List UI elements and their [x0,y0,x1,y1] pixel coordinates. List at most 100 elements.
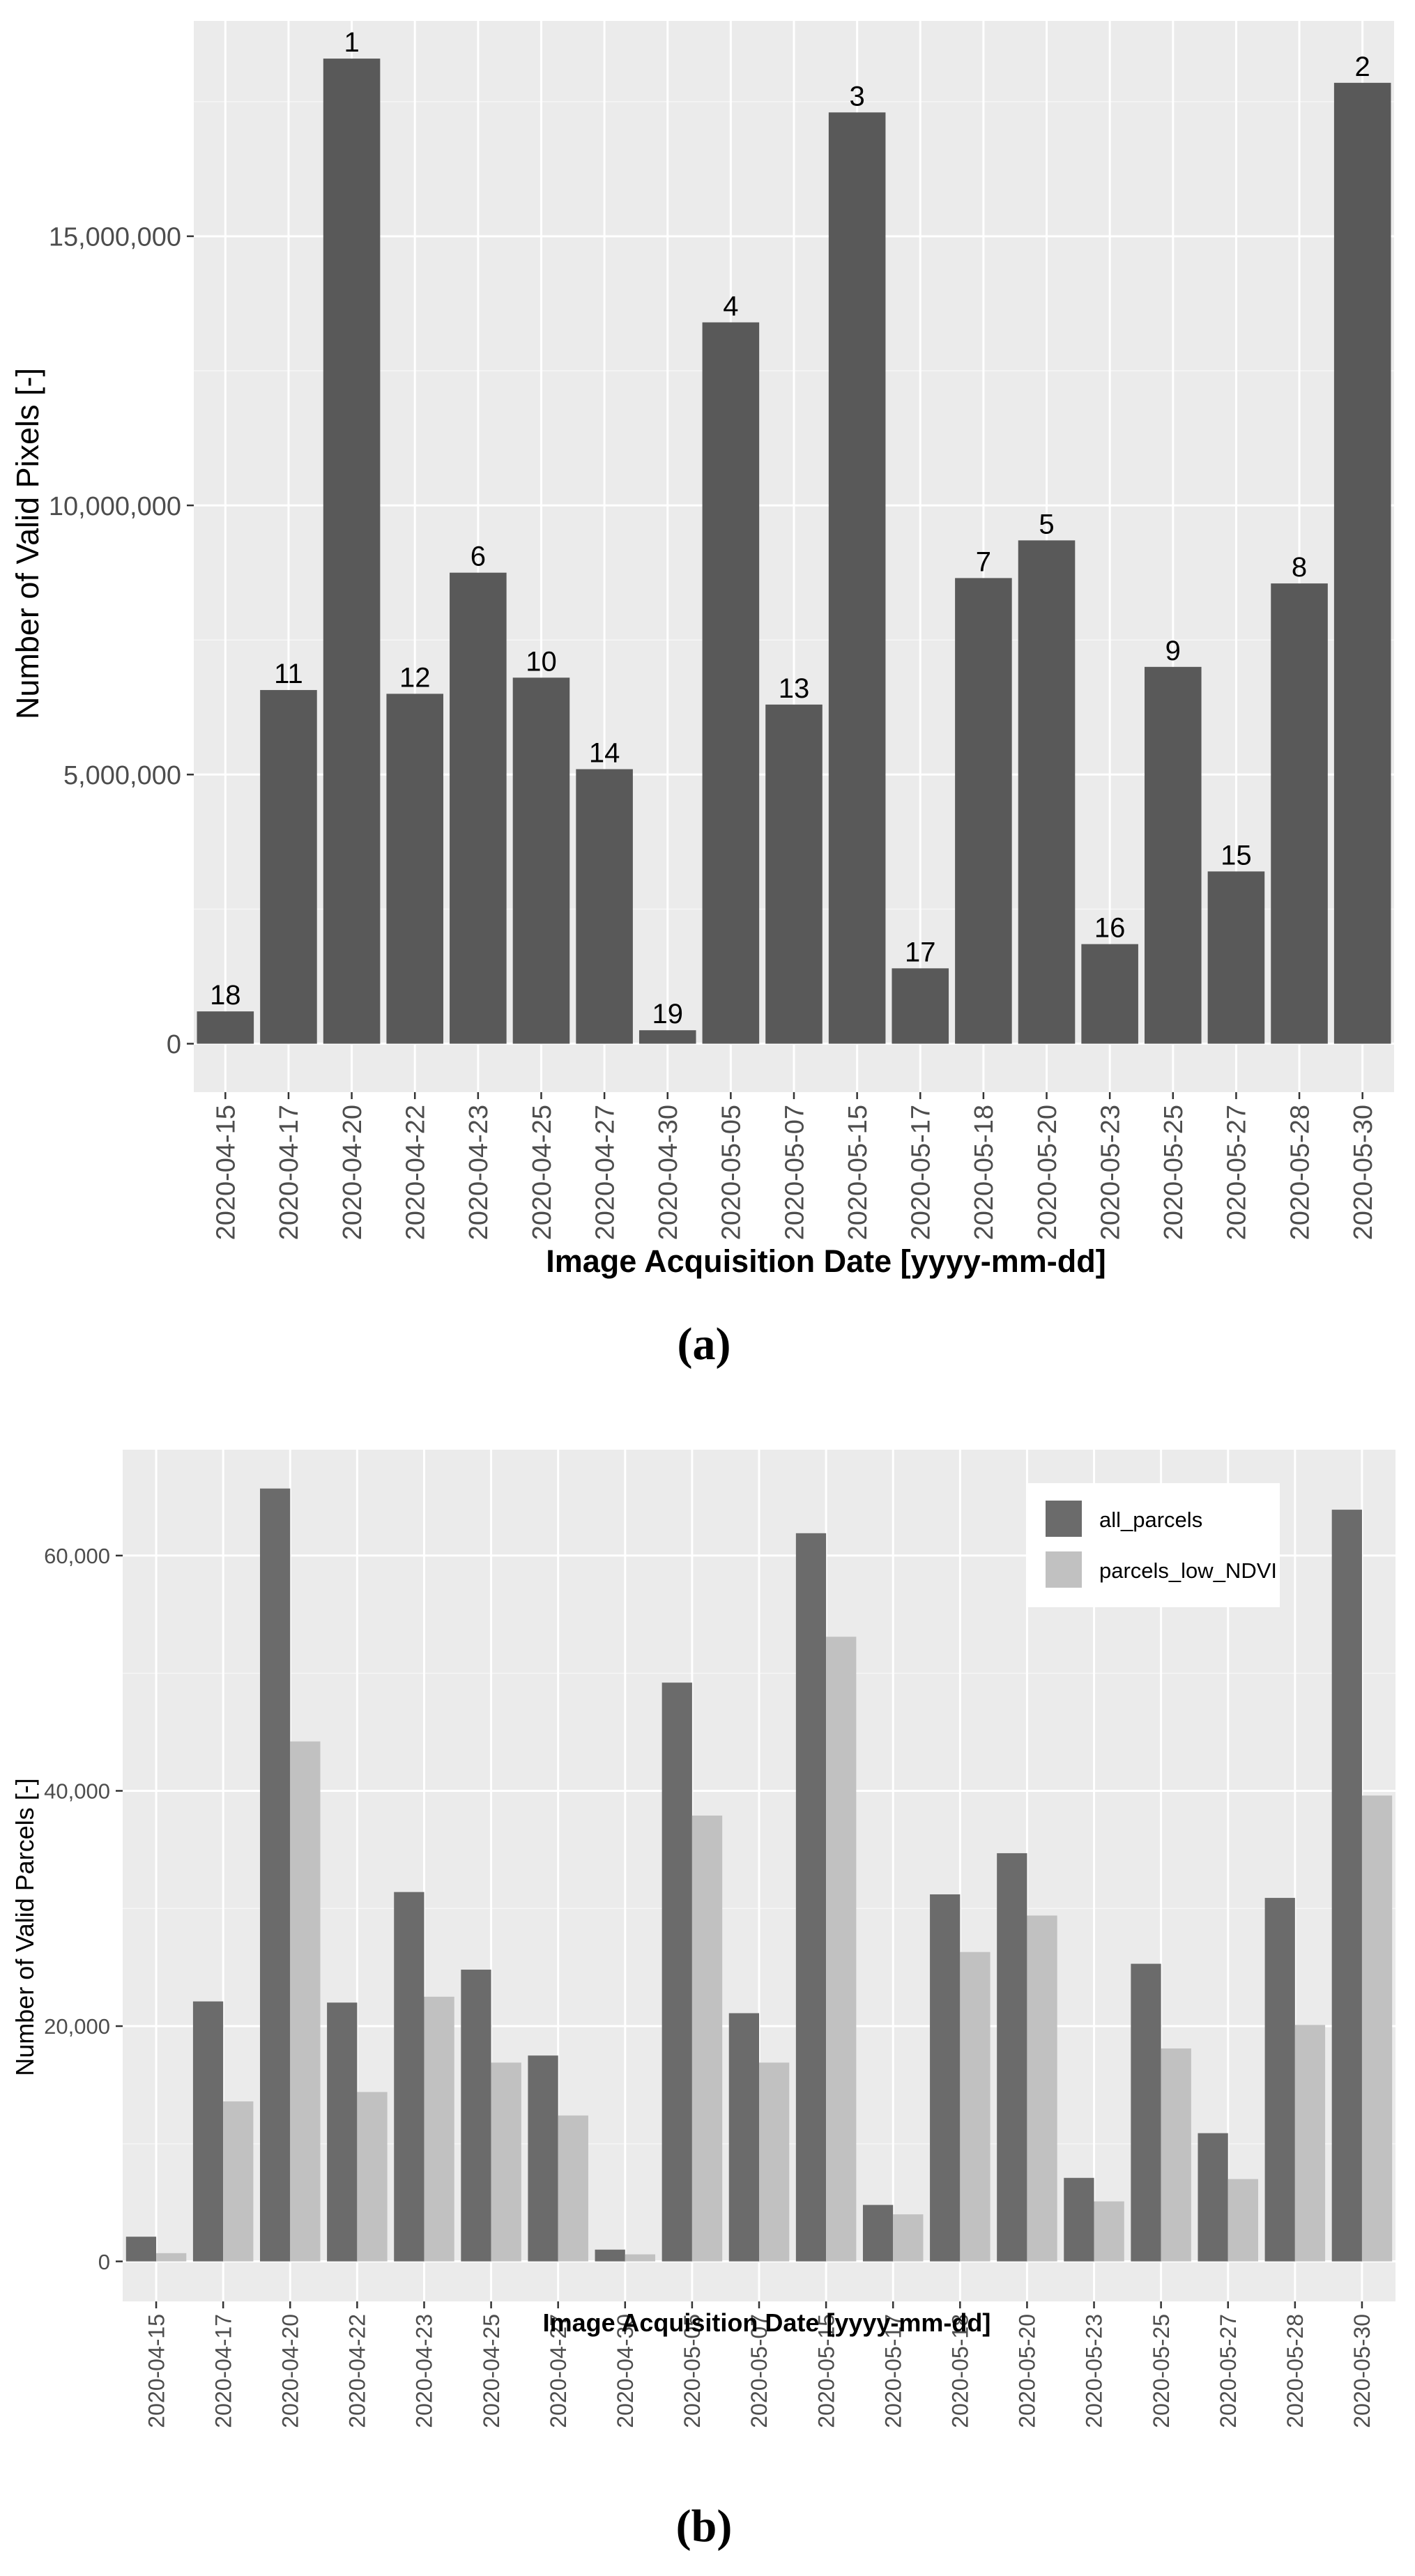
bar-parcels_low_NDVI-2020-05-30 [1361,1795,1393,2262]
bar-2020-05-23 [1081,944,1138,1044]
x-tick-label-2020-04-23: 2020-04-23 [412,2314,437,2428]
bar-2020-04-23 [450,572,507,1044]
x-tick-label-2020-05-25: 2020-05-25 [1149,2314,1174,2428]
x-tick-label-2020-05-07: 2020-05-07 [747,2314,772,2428]
x-tick-label-2020-05-23: 2020-05-23 [1096,1105,1125,1240]
bar-2020-05-18 [955,578,1012,1044]
bar-all_parcels-2020-04-23 [394,1892,424,2262]
bar-label-2020-05-18: 7 [976,546,991,577]
bar-all_parcels-2020-05-05 [661,1682,692,2262]
x-tick-label-2020-05-18: 2020-05-18 [948,2314,973,2428]
panel-a-x-ticks: 2020-04-15 2020-04-17 2020-04-20 2020-04-22… [212,1092,1378,1240]
bar-all_parcels-2020-04-22 [327,2002,358,2262]
bar-parcels_low_NDVI-2020-05-28 [1294,2025,1326,2262]
bar-2020-04-27 [576,769,633,1044]
bar-label-2020-04-30: 19 [652,999,683,1029]
bar-all_parcels-2020-04-17 [192,2001,224,2262]
x-tick-label-2020-04-20: 2020-04-20 [277,2314,303,2428]
x-tick-label-2020-05-27: 2020-05-27 [1223,1105,1252,1240]
x-tick-label-2020-05-30: 2020-05-30 [1349,2314,1375,2428]
bar-parcels_low_NDVI-2020-04-25 [491,2062,521,2262]
bar-all_parcels-2020-05-15 [795,1533,827,2262]
y-tick-label: 5,000,000 [63,761,181,790]
y-tick-label: 15,000,000 [49,223,181,252]
x-tick-label-2020-05-17: 2020-05-17 [907,1105,936,1240]
bar-all_parcels-2020-04-30 [595,2249,625,2262]
panel-b-y-axis-title: Number of Valid Parcels [-] [10,1778,39,2076]
panel-b-legend: all_parcels parcels_low_NDVI [1026,1483,1280,1607]
bar-2020-05-20 [1018,540,1076,1044]
panel-b-x-axis-title: Image Acquisition Date [yyyy-mm-dd] [543,2308,991,2337]
bar-parcels_low_NDVI-2020-05-27 [1227,2179,1258,2262]
bar-2020-04-22 [386,693,443,1044]
chart-panel-b: 0 20,000 40,000 60,000 2020-04-15 2020-04-17… [10,1450,1395,2552]
x-tick-label-2020-04-25: 2020-04-25 [479,2314,504,2428]
bar-2020-05-28 [1271,583,1328,1044]
panel-a-y-axis-title: Number of Valid Pixels [-] [10,368,45,719]
bar-label-2020-04-20: 1 [344,27,359,58]
bar-label-2020-05-15: 3 [850,81,865,112]
x-tick-label-2020-05-20: 2020-05-20 [1015,2314,1040,2428]
bar-2020-04-17 [260,690,317,1044]
y-tick-label: 0 [98,2250,110,2274]
bar-all_parcels-2020-05-23 [1064,2177,1094,2262]
bar-all_parcels-2020-05-18 [930,1894,961,2262]
bar-all_parcels-2020-05-07 [728,2013,759,2262]
bar-2020-05-05 [702,322,760,1044]
legend-label-all-parcels: all_parcels [1099,1508,1202,1532]
bar-parcels_low_NDVI-2020-05-18 [960,1952,990,2262]
x-tick-label-2020-05-05: 2020-05-05 [680,2314,705,2428]
y-tick-label: 40,000 [44,1779,110,1804]
bar-2020-04-30 [638,1030,696,1044]
bar-2020-05-15 [828,112,886,1044]
x-tick-label-2020-04-27: 2020-04-27 [590,1105,620,1240]
panel-b-bars [125,1488,1393,2262]
bar-all_parcels-2020-05-27 [1198,2133,1228,2262]
panel-a-caption: (a) [678,1319,731,1370]
x-tick-label-2020-05-27: 2020-05-27 [1216,2314,1241,2428]
legend-label-parcels-low-ndvi: parcels_low_NDVI [1099,1558,1277,1583]
bar-label-2020-05-07: 13 [779,673,810,704]
panel-b-caption: (b) [676,2501,733,2552]
bar-2020-05-17 [892,968,949,1044]
bar-label-2020-05-28: 8 [1292,552,1307,583]
x-tick-label-2020-05-07: 2020-05-07 [780,1105,809,1240]
bar-parcels_low_NDVI-2020-05-15 [826,1636,857,2262]
panel-a-bars [197,59,1391,1044]
bar-label-2020-05-05: 4 [723,291,738,322]
x-tick-label-2020-04-25: 2020-04-25 [528,1105,557,1240]
x-tick-label-2020-04-22: 2020-04-22 [401,1105,431,1240]
bar-label-2020-04-15: 18 [210,980,241,1011]
x-tick-label-2020-05-28: 2020-05-28 [1283,2314,1308,2428]
x-tick-label-2020-05-15: 2020-05-15 [813,2314,839,2428]
bar-parcels_low_NDVI-2020-04-22 [357,2092,388,2262]
bar-all_parcels-2020-05-30 [1331,1510,1362,2262]
bar-parcels_low_NDVI-2020-05-05 [691,1815,723,2262]
bar-parcels_low_NDVI-2020-05-20 [1027,1915,1057,2262]
bar-all_parcels-2020-04-20 [260,1488,291,2262]
bar-parcels_low_NDVI-2020-04-15 [156,2253,187,2262]
bar-all_parcels-2020-05-17 [862,2205,894,2262]
x-tick-label-2020-05-18: 2020-05-18 [970,1105,999,1240]
bar-all_parcels-2020-04-27 [528,2055,558,2262]
bar-parcels_low_NDVI-2020-04-30 [625,2254,656,2262]
x-tick-label-2020-04-23: 2020-04-23 [464,1105,494,1240]
panel-a-x-axis-title: Image Acquisition Date [yyyy-mm-dd] [546,1243,1106,1279]
bar-label-2020-05-17: 17 [905,937,936,967]
bar-label-2020-04-17: 11 [274,659,303,689]
bar-parcels_low_NDVI-2020-05-23 [1094,2201,1124,2262]
x-tick-label-2020-04-30: 2020-04-30 [613,2314,638,2428]
x-tick-label-2020-05-17: 2020-05-17 [880,2314,905,2428]
legend-swatch-parcels-low-ndvi [1046,1551,1082,1588]
bar-label-2020-04-22: 12 [399,662,431,693]
bar-parcels_low_NDVI-2020-05-25 [1161,2048,1191,2262]
panel-b-y-ticks: 0 20,000 40,000 60,000 [44,1544,123,2274]
bar-2020-04-25 [512,677,570,1044]
bar-2020-05-27 [1207,871,1265,1044]
bar-label-2020-05-30: 2 [1355,52,1370,82]
y-tick-label: 60,000 [44,1544,110,1568]
bar-2020-05-07 [765,704,823,1044]
